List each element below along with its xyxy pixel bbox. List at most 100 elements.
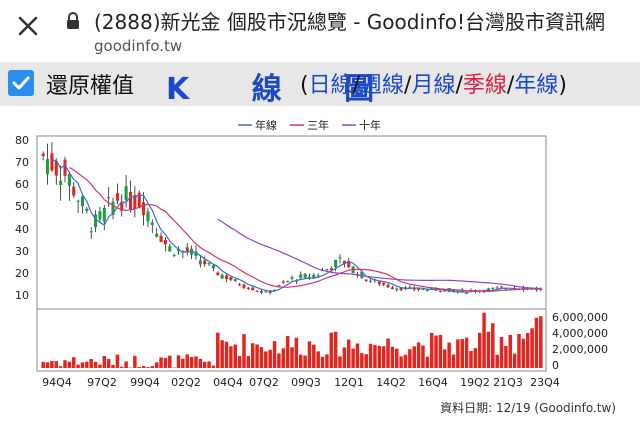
candle-body: [216, 273, 219, 276]
volume-bar: [295, 338, 298, 368]
candle-body: [369, 281, 372, 282]
candle-body: [125, 186, 128, 200]
candle-body: [334, 260, 337, 267]
volume-bar: [421, 346, 424, 368]
volume-tick: 2,000,000: [552, 343, 608, 356]
candle-body: [251, 288, 254, 291]
volume-bar: [94, 362, 97, 368]
candle-body: [50, 153, 53, 170]
volume-bar: [59, 366, 62, 368]
volume-bar: [234, 345, 237, 368]
candle-body: [365, 280, 368, 281]
candle-body: [107, 197, 110, 198]
lock-icon: [66, 12, 80, 30]
volume-bar: [334, 332, 337, 368]
x-tick: 19Q2: [460, 376, 490, 389]
period-monthly[interactable]: 月線: [411, 73, 455, 98]
volume-bar: [325, 354, 328, 368]
close-icon[interactable]: [14, 12, 42, 40]
volume-bar: [482, 313, 485, 368]
y-tick: 70: [15, 156, 29, 169]
x-tick: 94Q4: [42, 376, 72, 389]
volume-bar: [41, 362, 44, 368]
candle-body: [98, 211, 101, 219]
volume-bar: [373, 345, 376, 368]
volume-bar: [443, 349, 446, 368]
volume-bar: [177, 355, 180, 368]
volume-tick: 0: [552, 359, 559, 372]
restore-checkbox[interactable]: [8, 70, 34, 96]
candle-body: [225, 276, 228, 280]
candle-body: [500, 286, 503, 287]
volume-bar: [76, 365, 79, 368]
volume-bar: [55, 361, 58, 368]
volume-bar: [46, 362, 49, 368]
volume-bar: [465, 338, 468, 368]
page-title: (2888)新光金 個股市況總覽 - Goodinfo!台灣股市資訊網: [94, 6, 640, 35]
y-tick: 30: [15, 245, 29, 258]
candle-body: [46, 159, 49, 174]
period-selector: (日線/週線/月線/季線/年線): [300, 67, 567, 99]
volume-bar: [207, 361, 210, 368]
chart-toolbar: 還原權值 K 線 圖 (日線/週線/月線/季線/年線): [0, 62, 640, 106]
url-text[interactable]: goodinfo.tw: [94, 37, 182, 55]
volume-bar: [399, 356, 402, 368]
candle-body: [299, 274, 302, 277]
candle-body: [465, 293, 468, 294]
candle-body: [496, 287, 499, 288]
x-tick: 07Q2: [249, 376, 279, 389]
volume-bar: [378, 346, 381, 368]
volume-bar: [142, 366, 145, 368]
volume-bar: [351, 349, 354, 368]
separator: /: [353, 73, 360, 98]
volume-bar: [469, 351, 472, 368]
volume-bar: [408, 349, 411, 368]
x-tick: 97Q2: [87, 376, 117, 389]
candle-body: [151, 222, 154, 225]
candle-body: [164, 240, 167, 244]
y-tick: 60: [15, 178, 29, 191]
candle-body: [208, 263, 211, 265]
period-weekly[interactable]: 週線: [360, 73, 404, 98]
volume-bar: [526, 333, 529, 368]
volume-bar: [513, 354, 516, 368]
volume-bar: [282, 348, 285, 368]
volume-bar: [404, 355, 407, 368]
volume-bar: [460, 339, 463, 368]
legend-label-10y: 十年: [359, 118, 381, 132]
candle-body: [286, 281, 289, 282]
plot-frame: [37, 136, 546, 371]
candle-body: [199, 260, 202, 264]
separator: /: [455, 73, 462, 98]
candle-body: [90, 231, 93, 232]
volume-bar: [517, 334, 520, 368]
volume-bar: [417, 342, 420, 368]
volume-bar: [268, 350, 271, 368]
volume-bar: [439, 335, 442, 368]
volume-bar: [98, 365, 101, 368]
volume-bar: [412, 346, 415, 368]
candle-body: [72, 187, 75, 196]
volume-bar: [194, 356, 197, 368]
candle-body: [325, 269, 328, 270]
volume-bar: [159, 357, 162, 368]
candle-body: [221, 275, 224, 279]
period-yearly[interactable]: 年線: [514, 73, 558, 98]
volume-bar: [238, 356, 241, 368]
ma-10y-line: [218, 219, 541, 288]
volume-bar: [242, 334, 245, 368]
volume-bar: [299, 355, 302, 368]
volume-bar: [103, 356, 106, 368]
candle-body: [212, 265, 215, 268]
candle-body: [382, 283, 385, 285]
period-quarterly[interactable]: 季線: [463, 73, 507, 98]
candle-body: [77, 201, 80, 202]
y-tick: 10: [15, 289, 29, 302]
volume-bar: [111, 365, 114, 368]
volume-bar: [330, 333, 333, 368]
period-daily[interactable]: 日線: [309, 73, 353, 98]
volume-bar: [395, 349, 398, 368]
volume-bar: [247, 356, 250, 368]
volume-bar: [430, 333, 433, 368]
volume-bar: [81, 362, 84, 368]
